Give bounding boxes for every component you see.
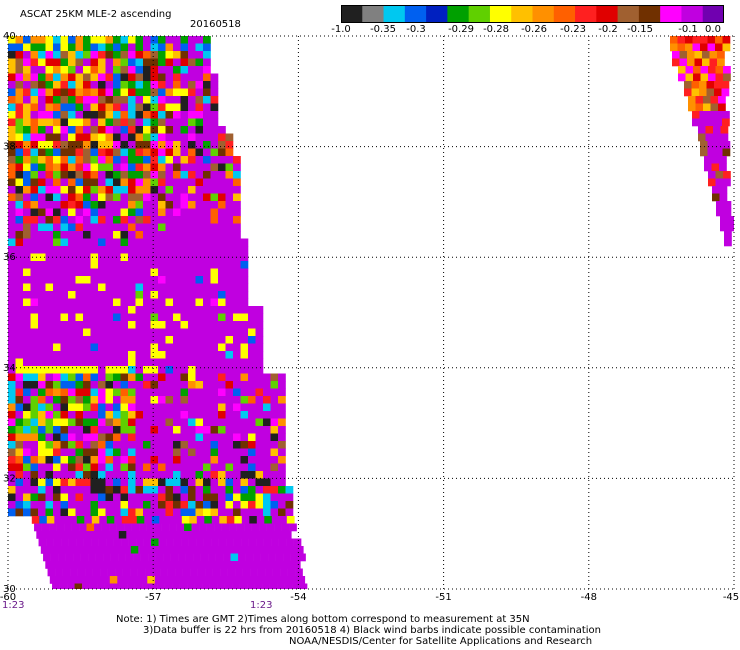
color-scale-label: -1.0 — [331, 24, 351, 35]
wind-swath — [8, 36, 736, 592]
lon-tick-label: -51 — [435, 592, 451, 603]
lon-tick-label: -48 — [581, 592, 597, 603]
color-scale-label: -0.15 — [627, 24, 653, 35]
color-swatch — [362, 5, 385, 23]
note-line-3: NOAA/NESDIS/Center for Satellite Applica… — [289, 636, 593, 647]
note-line-2: 3)Data buffer is 22 hrs from 20160518 4)… — [143, 625, 601, 636]
color-scale-label: -0.3 — [406, 24, 426, 35]
lon-tick-label: -57 — [145, 592, 161, 603]
color-swatch — [404, 5, 427, 23]
color-swatch — [383, 5, 406, 23]
color-swatch — [341, 5, 363, 23]
color-swatch — [617, 5, 640, 23]
lat-tick-label: 34 — [3, 363, 16, 374]
color-swatch — [426, 5, 448, 23]
color-scale-bar — [341, 5, 724, 23]
color-swatch — [553, 5, 576, 23]
map-date: 20160518 — [190, 19, 241, 30]
map-title: ASCAT 25KM MLE-2 ascending — [20, 9, 172, 20]
color-swatch — [660, 5, 682, 23]
color-scale-label: -0.2 — [598, 24, 618, 35]
color-scale-label: -0.29 — [448, 24, 474, 35]
color-swatch — [532, 5, 555, 23]
lat-tick-label: 30 — [3, 584, 16, 595]
color-scale-labels: -1.0 -0.35 -0.3 -0.29 -0.28 -0.26 -0.23 -0.2 -0.… — [0, 24, 740, 38]
lat-tick-label: 40 — [3, 31, 16, 42]
lat-tick-label: 38 — [3, 142, 16, 153]
time-label-left: 1:23 — [2, 600, 25, 611]
lat-tick-label: 32 — [3, 473, 16, 484]
color-swatch — [468, 5, 491, 23]
color-swatch — [511, 5, 533, 23]
lon-tick-label: -60 — [0, 592, 16, 603]
color-scale-label: -0.23 — [560, 24, 586, 35]
lon-tick-label: -54 — [290, 592, 306, 603]
color-scale-label: -0.28 — [483, 24, 509, 35]
color-swatch — [489, 5, 512, 23]
lon-tick-label: -45 — [723, 592, 739, 603]
color-swatch — [681, 5, 704, 23]
color-scale-label: -0.35 — [370, 24, 396, 35]
color-scale-label: 0.0 — [705, 24, 721, 35]
color-scale-label: -0.1 — [678, 24, 698, 35]
color-swatch — [596, 5, 619, 23]
color-scale-label: -0.26 — [521, 24, 547, 35]
map-gridlines — [7, 35, 735, 590]
time-label-center: 1:23 — [250, 600, 273, 611]
note-line-1: Note: 1) Times are GMT 2)Times along bot… — [116, 614, 530, 625]
lat-tick-label: 36 — [3, 252, 16, 263]
color-swatch — [575, 5, 597, 23]
color-swatch — [638, 5, 661, 23]
color-swatch — [447, 5, 470, 23]
color-swatch — [702, 5, 724, 23]
